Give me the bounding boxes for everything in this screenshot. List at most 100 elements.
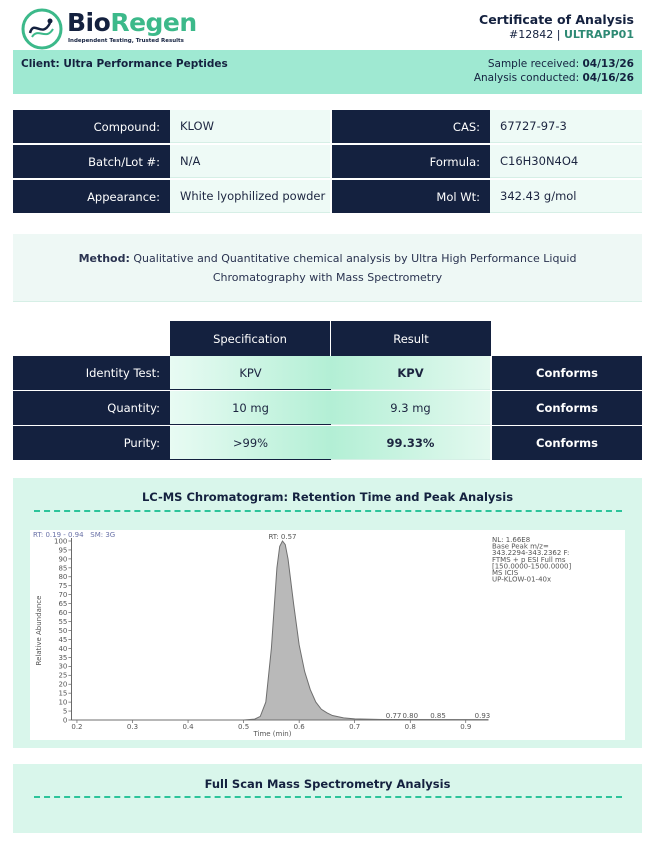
y-tick-label: 15 — [58, 690, 67, 698]
x-tick-label: 0.5 — [238, 723, 249, 731]
method-text-block: Method: Qualitative and Quantitative che… — [63, 249, 592, 287]
method: Method: Qualitative and Quantitative che… — [13, 234, 642, 302]
info-value: White lyophilized powder — [170, 180, 330, 213]
info-value: KLOW — [170, 110, 330, 143]
y-tick-label: 35 — [58, 654, 67, 662]
method-text: Qualitative and Quantitative chemical an… — [133, 251, 577, 284]
status: Conforms — [492, 426, 642, 460]
status: Conforms — [492, 356, 642, 390]
chromatogram-area — [71, 540, 489, 721]
x-axis-label: Time (min) — [252, 730, 291, 738]
x-tick-label: 0.6 — [294, 723, 306, 731]
full-scan-section — [13, 764, 642, 833]
results-label: Purity: — [13, 426, 170, 460]
results-label: Identity Test: — [13, 356, 170, 390]
y-tick-label: 85 — [58, 564, 67, 572]
x-tick-label: 0.2 — [71, 723, 82, 731]
results-header: Specification — [170, 321, 330, 356]
chromatogram-title: LC-MS Chromatogram: Retention Time and P… — [141, 490, 514, 504]
y-tick-label: 65 — [58, 600, 67, 608]
brand: BioRegen — [67, 8, 197, 37]
conducted: Analysis conducted: 04/16/26 — [474, 72, 634, 84]
cert-number: #12842 — [509, 28, 554, 41]
info-label: Appearance: — [13, 180, 170, 213]
y-axis-label: Relative Abundance — [35, 596, 43, 666]
info-value: 342.43 g/mol — [490, 180, 642, 213]
conducted-label: Analysis conducted: — [473, 72, 580, 84]
minor-peak-label: 0.80 — [402, 712, 418, 720]
received-label: Sample received: — [487, 58, 580, 70]
result-value: 9.3 mg — [331, 391, 490, 425]
y-tick-label: 10 — [58, 699, 67, 707]
conducted-date: 04/16/26 — [582, 72, 634, 84]
y-tick-label: 30 — [58, 663, 67, 671]
method-label: Method: — [78, 251, 130, 265]
y-tick-label: 95 — [58, 546, 67, 554]
y-tick-label: 20 — [58, 681, 67, 689]
y-tick-label: 55 — [58, 618, 67, 626]
x-tick-label: 0.7 — [349, 723, 360, 731]
results-header: Result — [331, 321, 491, 356]
info-line: NL: 1.66E8 — [492, 536, 530, 544]
spec-value: 10 mg — [170, 391, 331, 425]
y-tick-label: 70 — [58, 591, 67, 599]
peak-label: RT: 0.57 — [268, 533, 296, 541]
result-value: KPV — [331, 356, 490, 390]
logo — [21, 8, 63, 50]
x-tick-label: 0.4 — [182, 723, 194, 731]
y-tick-label: 45 — [58, 636, 67, 644]
info-line: MS ICIS — [492, 569, 519, 577]
spec-value: >99% — [170, 426, 331, 460]
cert-id: #12842 | ULTRAPP01 — [509, 28, 634, 41]
separator: | — [556, 28, 561, 41]
info-value: C16H30N4O4 — [490, 145, 642, 178]
client-bar — [13, 50, 642, 94]
info-line: Base Peak m/z= — [492, 543, 549, 551]
y-tick-label: 90 — [58, 555, 67, 563]
y-tick-label: 100 — [54, 537, 67, 545]
info-label: Mol Wt: — [332, 180, 490, 213]
minor-peak-label: 0.85 — [430, 712, 446, 720]
info-label: Compound: — [13, 110, 170, 143]
full-scan-title: Full Scan Mass Spectrometry Analysis — [204, 777, 451, 791]
info-label: CAS: — [332, 110, 490, 143]
spec-value: KPV — [170, 356, 331, 390]
status: Conforms — [492, 391, 642, 425]
received-date: 04/13/26 — [582, 58, 634, 70]
results-label: Quantity: — [13, 391, 170, 425]
y-tick-label: 75 — [58, 582, 67, 590]
minor-peak-label: 0.93 — [475, 712, 491, 720]
info-value: N/A — [170, 145, 330, 178]
y-tick-label: 25 — [58, 672, 67, 680]
info-label: Formula: — [332, 145, 490, 178]
info-label: Batch/Lot #: — [13, 145, 170, 178]
doc-title: Certificate of Analysis — [479, 12, 634, 27]
chromatogram: 0510152025303540455055606570758085909510… — [30, 530, 625, 740]
y-tick-label: 50 — [58, 627, 67, 635]
received: Sample received: 04/13/26 — [488, 58, 634, 70]
info-line: UP-KLOW-01-40x — [492, 576, 551, 584]
minor-peak-label: 0.77 — [386, 712, 402, 720]
x-tick-label: 0.8 — [405, 723, 416, 731]
x-tick-label: 0.3 — [127, 723, 138, 731]
info-value: 67727-97-3 — [490, 110, 642, 143]
y-tick-label: 0 — [63, 716, 67, 724]
info-line: 343.2294-343.2362 F: — [492, 549, 569, 557]
x-tick-label: 0.9 — [460, 723, 471, 731]
client-name: Client: Ultra Performance Peptides — [21, 58, 228, 70]
y-tick-label: 60 — [58, 609, 67, 617]
brand-regen: Regen — [110, 8, 197, 37]
tagline: Independent Testing, Trusted Results — [68, 38, 184, 44]
info-line: FTMS + p ESI Full ms — [492, 556, 566, 564]
brand-bio: Bio — [67, 8, 111, 37]
info-line: [150.0000-1500.0000] — [492, 562, 572, 570]
result-value: 99.33% — [331, 426, 490, 460]
y-tick-label: 80 — [58, 573, 67, 581]
divider — [34, 796, 622, 798]
y-tick-label: 5 — [63, 707, 67, 715]
range-label: RT: 0.19 - 0.94 SM: 3G — [33, 531, 115, 539]
batch-code: ULTRAPP01 — [563, 28, 634, 41]
y-tick-label: 40 — [58, 645, 67, 653]
divider — [34, 510, 622, 512]
